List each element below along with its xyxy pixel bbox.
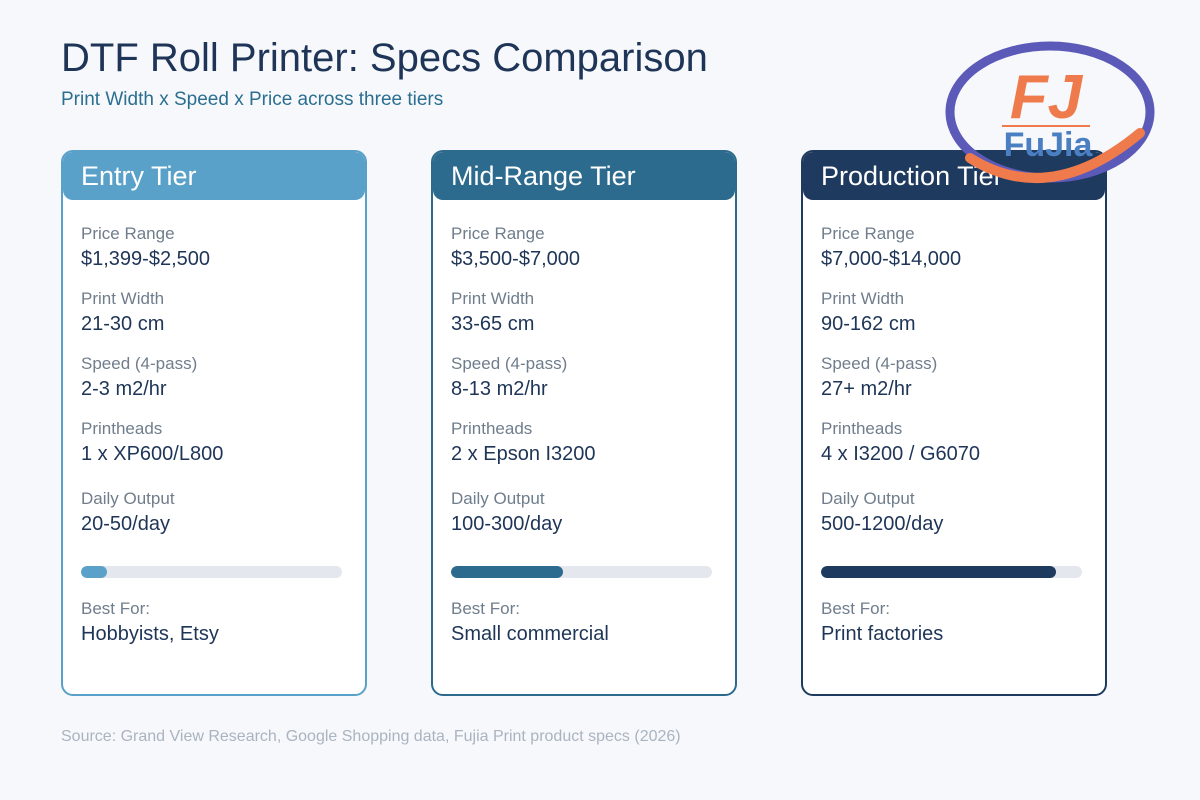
daily-output-value: 500-1200/day: [821, 513, 944, 535]
printheads-label: Printheads: [821, 419, 903, 438]
speed-label: Speed (4-pass): [451, 354, 568, 373]
best-for-value: Print factories: [821, 623, 944, 645]
printheads-value: 1 x XP600/L800: [81, 443, 224, 465]
daily-output-label: Daily Output: [821, 489, 915, 508]
price-range-label: Price Range: [821, 224, 915, 243]
output-bar-track: [451, 566, 712, 578]
print-width-value: 90-162 cm: [821, 313, 916, 335]
output-bar-fill: [821, 566, 1056, 578]
logo-ring-orange: [965, 128, 1145, 183]
speed-label: Speed (4-pass): [81, 354, 198, 373]
tier-card-header: Entry Tier: [63, 152, 365, 200]
print-width-value: 33-65 cm: [451, 313, 535, 335]
print-width-value: 21-30 cm: [81, 313, 165, 335]
price-range-label: Price Range: [81, 224, 175, 243]
page-title: DTF Roll Printer: Specs Comparison: [61, 36, 708, 80]
page-subtitle: Print Width x Speed x Price across three…: [61, 89, 444, 110]
logo-name: FuJia: [1004, 126, 1094, 164]
price-range-value: $3,500-$7,000: [451, 248, 581, 270]
speed-value: 2-3 m2/hr: [81, 378, 167, 400]
best-for-label: Best For:: [821, 599, 890, 618]
speed-label: Speed (4-pass): [821, 354, 938, 373]
output-bar-track: [81, 566, 342, 578]
tier-card-header: Mid-Range Tier: [433, 152, 735, 200]
source-note: Source: Grand View Research, Google Shop…: [61, 728, 681, 745]
output-bar-fill: [451, 566, 564, 578]
printheads-label: Printheads: [451, 419, 533, 438]
print-width-label: Print Width: [451, 289, 535, 308]
price-range-label: Price Range: [451, 224, 545, 243]
tier-card-entry: Entry Tier Price Range $1,399-$2,500 Pri…: [61, 150, 367, 696]
price-range-value: $1,399-$2,500: [81, 248, 211, 270]
best-for-label: Best For:: [81, 599, 150, 618]
daily-output-label: Daily Output: [81, 489, 175, 508]
speed-value: 27+ m2/hr: [821, 378, 912, 400]
fujia-logo: FJ FuJia: [945, 41, 1155, 183]
print-width-label: Print Width: [821, 289, 905, 308]
best-for-value: Small commercial: [451, 623, 609, 645]
best-for-value: Hobbyists, Etsy: [81, 623, 219, 645]
daily-output-label: Daily Output: [451, 489, 545, 508]
output-bar-track: [821, 566, 1082, 578]
speed-value: 8-13 m2/hr: [451, 378, 548, 400]
output-bar-fill: [81, 566, 108, 578]
tier-card-production: Production Tier Price Range $7,000-$14,0…: [801, 150, 1107, 696]
best-for-label: Best For:: [451, 599, 520, 618]
tier-card-mid-range: Mid-Range Tier Price Range $3,500-$7,000…: [431, 150, 737, 696]
price-range-value: $7,000-$14,000: [821, 248, 962, 270]
printheads-value: 4 x I3200 / G6070: [821, 443, 981, 465]
printheads-value: 2 x Epson I3200: [451, 443, 596, 465]
logo-mark: FJ: [1010, 63, 1084, 132]
daily-output-value: 100-300/day: [451, 513, 563, 535]
printheads-label: Printheads: [81, 419, 163, 438]
print-width-label: Print Width: [81, 289, 165, 308]
daily-output-value: 20-50/day: [81, 513, 170, 535]
